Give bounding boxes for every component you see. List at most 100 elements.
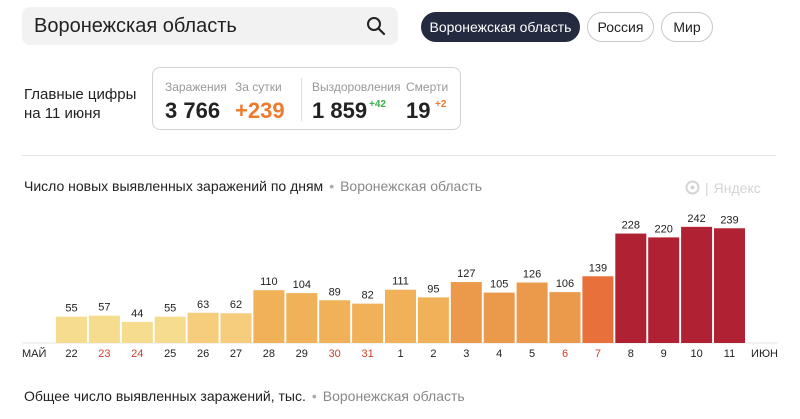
x-tick-label: 9 xyxy=(661,348,667,360)
chart-bar xyxy=(385,289,416,343)
total-chart-title-separator: • xyxy=(311,388,317,404)
bar-value-label: 139 xyxy=(589,262,607,274)
deaths-delta: +2 xyxy=(435,99,447,110)
section-divider xyxy=(22,155,776,156)
bar-value-label: 55 xyxy=(164,303,176,315)
infections-label: Заражения xyxy=(165,80,227,94)
x-tick-label: 28 xyxy=(263,348,275,360)
chart-title-separator: • xyxy=(329,178,335,194)
chart-bar xyxy=(154,316,186,343)
x-tick-label: 22 xyxy=(65,348,77,360)
new-cases-bar-chart: 5522572344245525632662271102810429893082… xyxy=(22,213,778,360)
x-tick-label: 30 xyxy=(329,348,341,360)
chart-bar xyxy=(220,313,252,343)
x-tick-label: 7 xyxy=(595,348,601,360)
chart-bar xyxy=(549,292,581,343)
key-figures-title-line1: Главные цифры xyxy=(24,86,137,103)
chart-bar xyxy=(253,290,285,343)
chart-bar xyxy=(615,233,647,343)
deaths-label: Смерти xyxy=(406,80,449,94)
month-end-label: ИЮН xyxy=(751,348,778,360)
bar-value-label: 104 xyxy=(293,279,311,291)
bar-value-label: 63 xyxy=(197,299,209,311)
bar-value-label: 105 xyxy=(490,279,508,291)
x-tick-label: 31 xyxy=(361,348,373,360)
chart-bar xyxy=(714,228,745,343)
chart-title-region: Воронежская область xyxy=(340,178,483,194)
key-figures-title: Главные цифры на 11 июня xyxy=(24,85,136,123)
yandex-logo-icon xyxy=(685,180,700,195)
chart-title-text: Число новых выявленных заражений по дням xyxy=(24,178,324,194)
x-tick-label: 27 xyxy=(230,348,242,360)
watermark-text: Яндекс xyxy=(713,180,761,196)
chart-bar xyxy=(286,293,318,343)
watermark-separator: | xyxy=(705,180,709,196)
per-day-value: +239 xyxy=(235,98,285,123)
search-input[interactable]: Воронежская область xyxy=(34,15,237,37)
bar-value-label: 44 xyxy=(131,308,143,320)
x-tick-label: 2 xyxy=(430,348,436,360)
chart-bar xyxy=(56,316,87,343)
chart-bar xyxy=(121,321,153,343)
bar-value-label: 82 xyxy=(361,290,373,302)
month-start-label: МАЙ xyxy=(22,347,46,360)
total-chart-title: Общее число выявленных заражений, тыс. • В… xyxy=(24,388,465,404)
bar-value-label: 242 xyxy=(687,213,705,225)
bar-value-label: 55 xyxy=(65,303,77,315)
x-tick-label: 6 xyxy=(562,348,568,360)
chart-bar xyxy=(483,292,515,343)
x-tick-label: 25 xyxy=(164,348,176,360)
x-tick-label: 11 xyxy=(724,348,735,360)
bar-value-label: 127 xyxy=(457,268,475,280)
recovered-delta: +42 xyxy=(369,99,386,110)
bar-value-label: 111 xyxy=(392,276,409,288)
x-tick-label: 23 xyxy=(98,348,110,360)
bar-value-label: 106 xyxy=(556,278,574,290)
search-icon[interactable] xyxy=(366,16,386,36)
x-tick-label: 5 xyxy=(529,348,535,360)
chart-title: Число новых выявленных заражений по дням… xyxy=(24,178,482,194)
chart-bar xyxy=(88,315,120,343)
x-tick-label: 4 xyxy=(496,348,502,360)
bar-value-label: 95 xyxy=(427,283,439,295)
x-tick-label: 29 xyxy=(296,348,308,360)
chart-bar xyxy=(352,303,384,343)
bar-value-label: 228 xyxy=(622,220,640,232)
bar-value-label: 57 xyxy=(98,302,110,314)
x-tick-label: 10 xyxy=(690,348,702,360)
bar-value-label: 239 xyxy=(720,214,738,226)
tab-world[interactable]: Мир xyxy=(661,12,713,42)
chart-bar xyxy=(516,282,548,343)
bar-value-label: 220 xyxy=(655,223,673,235)
bar-value-label: 126 xyxy=(523,269,541,281)
total-chart-title-text: Общее число выявленных заражений, тыс. xyxy=(24,388,306,404)
chart-bar xyxy=(417,297,449,343)
total-chart-title-region: Воронежская область xyxy=(322,388,465,404)
bar-value-label: 110 xyxy=(260,276,278,288)
tab-voronezh-region[interactable]: Воронежская область xyxy=(421,12,580,42)
recovered-value: 1 859 xyxy=(312,98,368,123)
search-box[interactable]: Воронежская область xyxy=(22,7,398,45)
x-tick-label: 1 xyxy=(397,348,403,360)
deaths-value: 19 xyxy=(406,98,431,123)
chart-bar xyxy=(319,300,351,343)
tab-russia[interactable]: Россия xyxy=(587,12,654,42)
key-figures-date: на 11 июня xyxy=(24,105,101,122)
bar-value-label: 89 xyxy=(329,286,341,298)
yandex-watermark: | Яндекс xyxy=(685,180,761,196)
chart-bar xyxy=(450,282,482,343)
infections-value: 3 766 xyxy=(165,98,221,123)
per-day-label: За сутки xyxy=(235,80,282,94)
key-figures-panel: Заражения 3 766 За сутки +239 Выздоровле… xyxy=(152,67,461,130)
chart-bar xyxy=(648,237,680,343)
x-tick-label: 26 xyxy=(197,348,209,360)
x-tick-label: 3 xyxy=(463,348,469,360)
chart-bar xyxy=(681,226,713,343)
x-tick-label: 8 xyxy=(628,348,634,360)
x-tick-label: 24 xyxy=(131,348,143,360)
recovered-label: Выздоровления xyxy=(312,80,401,94)
chart-bar xyxy=(187,312,219,343)
key-figures-divider xyxy=(301,78,302,121)
bar-value-label: 62 xyxy=(230,299,242,311)
chart-bar xyxy=(582,276,614,343)
